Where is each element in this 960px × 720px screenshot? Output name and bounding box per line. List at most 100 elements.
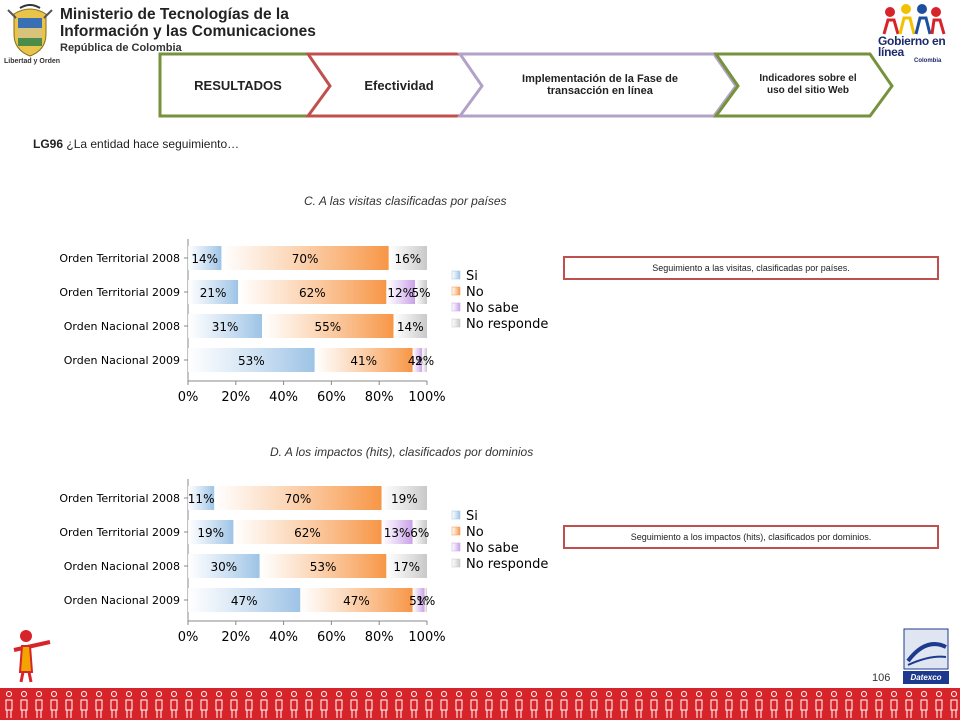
footer-figure-icon xyxy=(110,691,118,718)
bar-segment-no xyxy=(259,554,387,578)
ministry-title: Ministerio de Tecnologías de la Informac… xyxy=(60,6,316,54)
footer-figure-icon xyxy=(785,691,793,718)
bar-segment-no xyxy=(314,348,413,372)
x-tick-label: 80% xyxy=(365,390,394,405)
bar-segment-no-sabe xyxy=(381,520,413,544)
breadcrumb-item-implementacion[interactable] xyxy=(457,52,738,118)
footer-figure-icon xyxy=(200,691,208,718)
footer-figure-icon xyxy=(95,691,103,718)
footer-figure-icon xyxy=(710,691,718,718)
category-label: Orden Territorial 2008 xyxy=(59,252,180,265)
x-tick-label: 60% xyxy=(317,390,346,405)
footer-figure-icon xyxy=(560,691,568,718)
chart-d-title: D. A los impactos (hits), clasificados p… xyxy=(270,445,534,459)
legend-label-no-responde: No responde xyxy=(466,557,548,572)
category-label: Orden Nacional 2009 xyxy=(64,594,180,607)
bar-segment-no-sabe xyxy=(412,348,423,372)
data-label: 55% xyxy=(314,320,341,334)
footer-figure-icon xyxy=(830,691,838,718)
data-label: 12% xyxy=(387,286,414,300)
x-tick-label: 80% xyxy=(365,630,394,645)
bar-segment-no xyxy=(262,314,394,338)
data-label: 19% xyxy=(391,492,418,506)
bar-segment-si xyxy=(188,588,301,612)
footer-figure-icon xyxy=(395,691,403,718)
footer-figure-icon xyxy=(530,691,538,718)
category-label: Orden Territorial 2009 xyxy=(59,526,180,539)
footer-figure-icon xyxy=(80,691,88,718)
footer-figure-icon xyxy=(65,691,73,718)
bar-segment-no xyxy=(238,280,387,304)
bar-segment-no xyxy=(221,246,389,270)
bar-segment-si xyxy=(188,348,315,372)
footer-figure-icon xyxy=(650,691,658,718)
data-label: 62% xyxy=(294,526,321,540)
x-tick-label: 20% xyxy=(221,390,250,405)
footer-figure-icon xyxy=(20,691,28,718)
footer-figure-icon xyxy=(725,691,733,718)
bar-segment-no-responde xyxy=(388,246,427,270)
person-figure-icon xyxy=(13,630,51,683)
chart-c-title: C. A las visitas clasificadas por países xyxy=(304,194,507,208)
footer-figure-icon xyxy=(260,691,268,718)
footer-figure-icon xyxy=(740,691,748,718)
bar-segment-si xyxy=(188,280,239,304)
x-tick-label: 60% xyxy=(317,630,346,645)
footer-figure-icon xyxy=(905,691,913,718)
ministry-line-1: Ministerio de Tecnologías de la xyxy=(60,6,289,23)
footer-figure-icon xyxy=(500,691,508,718)
footer-figure-icon xyxy=(320,691,328,718)
data-label: 6% xyxy=(410,526,429,540)
footer-figure-icon xyxy=(440,691,448,718)
breadcrumb-item-indicadores[interactable] xyxy=(713,52,894,118)
legend-label-no-sabe: No sabe xyxy=(466,541,519,556)
bar-segment-si xyxy=(188,246,222,270)
bar-segment-no-sabe xyxy=(386,280,416,304)
data-label: 53% xyxy=(310,560,337,574)
legend-swatch-no xyxy=(451,286,461,296)
footer-figure-icon xyxy=(770,691,778,718)
ministry-subtitle: República de Colombia xyxy=(60,42,182,54)
breadcrumb-label-implementacion: Implementación de la Fase de transacción… xyxy=(522,73,678,97)
bar-segment-si xyxy=(188,554,260,578)
footer-figure-icon xyxy=(620,691,628,718)
data-label: 13% xyxy=(384,526,411,540)
gobierno-en-linea-logo xyxy=(882,4,946,35)
question-code: LG96 xyxy=(33,137,64,151)
datexco-logo xyxy=(903,628,949,670)
data-label: 4% xyxy=(408,354,427,368)
bar-segment-no xyxy=(214,486,382,510)
legend-swatch-si xyxy=(451,270,461,280)
legend-swatch-no-responde xyxy=(451,558,461,568)
footer-figure-icon xyxy=(920,691,928,718)
colombia-shield-logo xyxy=(7,4,53,57)
data-label: 19% xyxy=(197,526,224,540)
data-label: 11% xyxy=(188,492,215,506)
footer-figure-icon xyxy=(305,691,313,718)
datexco-label: Datexco xyxy=(903,671,949,684)
x-tick-label: 40% xyxy=(269,630,298,645)
footer-figure-icon xyxy=(845,691,853,718)
ministry-line-2: Información y las Comunicaciones xyxy=(60,23,316,40)
footer-figure-icon xyxy=(425,691,433,718)
footer-figure-icon xyxy=(860,691,868,718)
question-text: LG96 ¿La entidad hace seguimiento… xyxy=(33,137,239,151)
footer-figure-icon xyxy=(815,691,823,718)
footer-figure-icon xyxy=(125,691,133,718)
x-tick-label: 0% xyxy=(178,630,199,645)
data-label: 41% xyxy=(350,354,377,368)
footer-figure-icon xyxy=(5,691,13,718)
footer-figure-icon xyxy=(665,691,673,718)
footer-figure-icon xyxy=(590,691,598,718)
footer-figure-icon xyxy=(875,691,883,718)
x-tick-label: 100% xyxy=(408,390,445,405)
footer-figure-icon xyxy=(290,691,298,718)
footer-figure-icon xyxy=(155,691,163,718)
bar-segment-si xyxy=(188,486,215,510)
footer-figure-icon xyxy=(140,691,148,718)
footer-figure-icon xyxy=(245,691,253,718)
data-label: 62% xyxy=(299,286,326,300)
legend-label-si: Si xyxy=(466,509,478,524)
gobierno-en-linea-text: Gobierno en línea xyxy=(878,34,946,59)
category-label: Orden Nacional 2008 xyxy=(64,320,180,333)
